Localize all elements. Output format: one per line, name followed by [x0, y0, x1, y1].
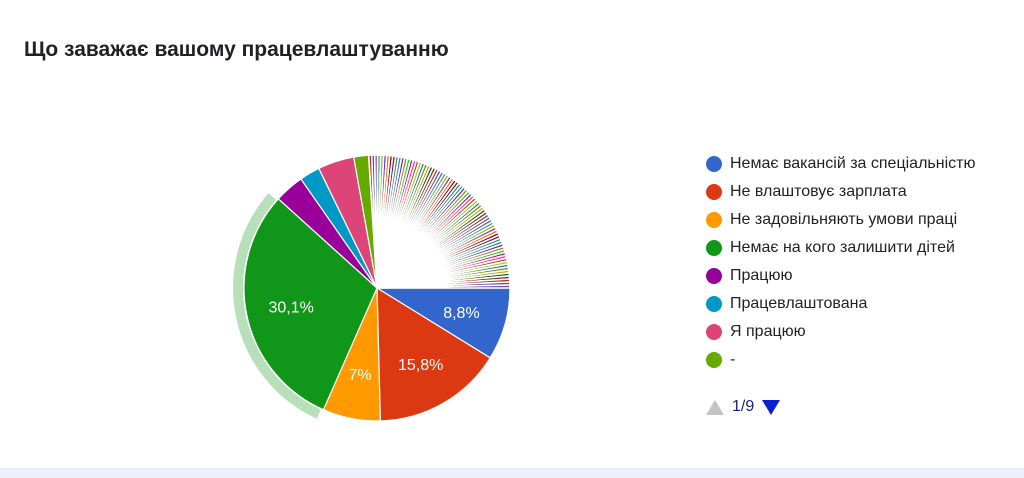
legend-swatch [706, 352, 722, 368]
legend-item[interactable]: Працевлаштована [706, 290, 1016, 318]
pie-slice[interactable] [243, 197, 378, 411]
legend-label: Немає вакансій за спеціальністю [730, 155, 976, 172]
pager-down-icon[interactable] [762, 399, 781, 415]
pie-chart: 8,8% 15,8% 7% 30,1% [232, 154, 511, 422]
legend-item[interactable]: Не влаштовує зарплата [706, 178, 1016, 206]
pager-up-icon [706, 399, 724, 415]
pager-page-label: 1/9 [732, 398, 755, 415]
legend-label: Працевлаштована [730, 295, 868, 312]
slice-label: 15,8% [398, 357, 443, 374]
legend-swatch [706, 324, 722, 340]
chart-title: Що заважає вашому працевлаштуванню [24, 38, 449, 61]
legend-swatch [706, 268, 722, 284]
legend-item[interactable]: Я працюю [706, 318, 1016, 346]
chart-card: Що заважає вашому працевлаштуванню 8,8% 1… [24, 38, 1016, 422]
legend-swatch [706, 156, 722, 172]
slice-label: 30,1% [268, 299, 313, 316]
slice-label: 8,8% [443, 305, 479, 322]
legend-label: Не задовільняють умови праці [730, 211, 958, 228]
legend-item[interactable]: Немає вакансій за спеціальністю [706, 150, 1016, 178]
legend: Немає вакансій за спеціальністю Не влашто… [706, 150, 1016, 374]
slice-label: 7% [348, 367, 371, 384]
legend-swatch [706, 296, 722, 312]
bottom-strip [0, 468, 1024, 478]
legend-label: - [730, 351, 736, 368]
legend-label: Немає на кого залишити дітей [730, 239, 955, 256]
legend-label: Не влаштовує зарплата [730, 183, 907, 200]
pie-slice-small[interactable] [376, 284, 511, 289]
legend-label: Я працюю [730, 323, 806, 340]
legend-swatch [706, 184, 722, 200]
legend-item[interactable]: Не задовільняють умови праці [706, 206, 1016, 234]
legend-swatch [706, 240, 722, 256]
legend-swatch [706, 212, 722, 228]
legend-item[interactable]: Працюю [706, 262, 1016, 290]
legend-item[interactable]: Немає на кого залишити дітей [706, 234, 1016, 262]
legend-label: Працюю [730, 267, 793, 284]
legend-item[interactable]: - [706, 346, 1016, 374]
legend-pager: 1/9 [706, 398, 781, 416]
highlight-ring [232, 193, 321, 419]
pie-slice[interactable] [376, 286, 492, 422]
